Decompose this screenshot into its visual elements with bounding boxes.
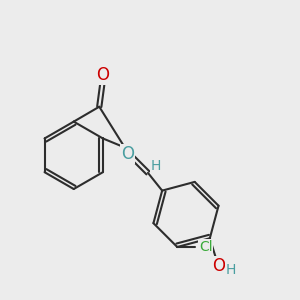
Text: H: H (225, 263, 236, 277)
Text: H: H (151, 160, 161, 173)
Text: Cl: Cl (199, 240, 212, 254)
Text: O: O (212, 256, 225, 274)
Text: O: O (96, 66, 109, 84)
Text: O: O (121, 145, 134, 163)
